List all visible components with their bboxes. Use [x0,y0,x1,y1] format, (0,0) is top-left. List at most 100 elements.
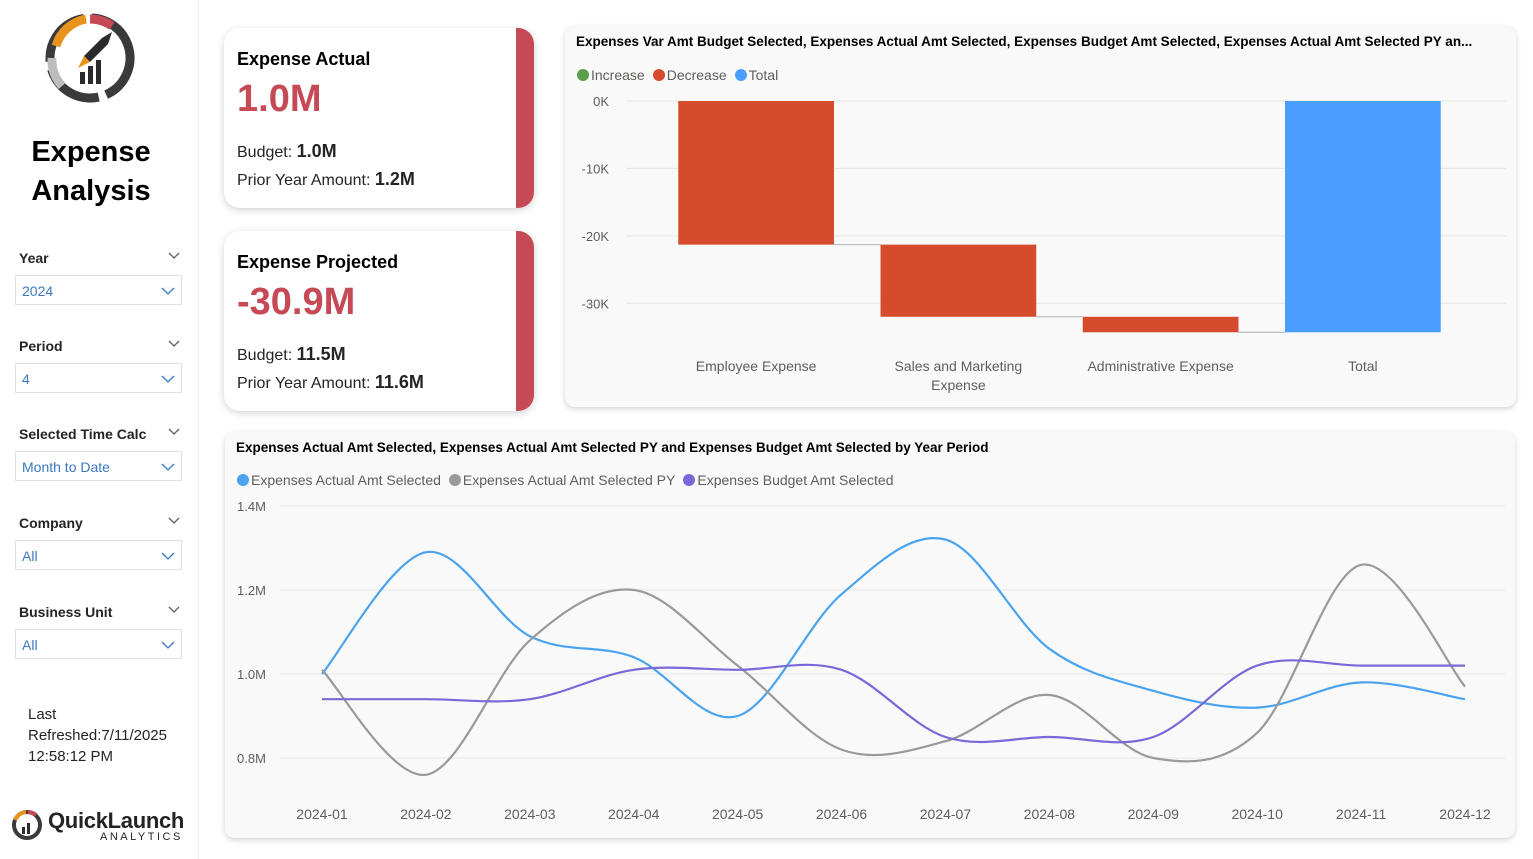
chevron-down-icon [161,641,175,649]
period-dropdown[interactable]: 4 [15,363,182,393]
legend-item[interactable]: Increase [577,67,645,83]
y-tick-label: 1.0M [237,667,266,682]
legend-label: Expenses Actual Amt Selected [251,472,441,488]
x-tick-label: Sales and Marketing Expense [895,358,1023,393]
slicer-label-company: Company [19,515,83,531]
page-title-line1: Expense [31,136,151,168]
x-tick-label: Administrative Expense [1087,358,1234,374]
kpi-expense-actual: Expense Actual 1.0M Budget: 1.0M Prior Y… [224,28,534,208]
legend-item[interactable]: Expenses Actual Amt Selected PY [448,472,676,488]
kpi-prior-year: Prior Year Amount: 11.6M [237,372,424,393]
kpi-accent-bar [516,28,534,208]
legend-label: Decrease [666,67,727,83]
kpi-budget-value: 11.5M [296,344,346,364]
x-tick-label: 2024-09 [1128,806,1180,822]
slicer-label-business-unit: Business Unit [19,604,113,620]
chevron-down-icon [161,375,175,383]
kpi-budget: Budget: 11.5M [237,344,346,365]
legend-label: Total [748,67,779,83]
waterfall-bar [678,101,834,245]
legend-item[interactable]: Total [734,67,779,83]
legend-dot [734,69,747,81]
last-refreshed: Last Refreshed:7/11/2025 12:58:12 PM [28,704,188,767]
brand-name: QuickLaunch [48,808,185,833]
series-line [322,659,1465,744]
legend-label: Expenses Budget Amt Selected [697,472,894,488]
legend-label: Increase [591,67,645,83]
company-value: All [22,548,38,564]
waterfall-bar [1285,101,1441,333]
y-tick-label: 0K [593,94,609,109]
kpi-prior-year: Prior Year Amount: 1.2M [237,169,415,190]
x-tick-label: Employee Expense [696,358,817,374]
y-tick-label: -30K [582,296,610,311]
chevron-down-icon [161,287,175,295]
brand-sub: ANALYTICS [100,831,183,843]
kpi-budget-label: Budget: [237,144,293,161]
chevron-down-icon[interactable] [167,602,181,616]
kpi-value: 1.0M [237,78,322,120]
waterfall-bar [1082,316,1239,333]
slicer-label-year: Year [19,250,49,266]
x-tick-label: 2024-01 [296,806,348,822]
legend-item[interactable]: Expenses Budget Amt Selected [683,472,893,488]
page-title: Expense Analysis [0,133,182,211]
chevron-down-icon[interactable] [167,248,181,262]
brand-logo: QuickLaunch ANALYTICS [10,806,190,846]
sidebar: Expense Analysis Year 2024 Period 4 Sele… [0,0,199,859]
legend-item[interactable]: Expenses Actual Amt Selected [237,472,441,488]
last-refreshed-line3: 12:58:12 PM [28,748,114,765]
waterfall-chart: 0K -10K -20K -30K Employee Expense Sales and … [582,94,1506,393]
kpi-title: Expense Actual [237,49,371,69]
period-value: 4 [22,371,30,387]
x-tick-label: 2024-12 [1439,806,1491,822]
legend-dot [237,474,249,486]
chart-legend: Increase Decrease Total [577,67,778,83]
kpi-prior-label: Prior Year Amount: [237,375,371,392]
kpi-budget: Budget: 1.0M [237,141,337,162]
x-tick-label: 2024-03 [504,806,556,822]
last-refreshed-line2: Refreshed:7/11/2025 [28,727,167,744]
waterfall-bar [880,244,1037,317]
company-dropdown[interactable]: All [15,540,182,570]
business-unit-dropdown[interactable]: All [15,629,182,659]
kpi-prior-label: Prior Year Amount: [237,172,371,189]
chevron-down-icon[interactable] [167,424,181,438]
y-tick-label: -10K [582,161,610,176]
business-unit-value: All [22,637,38,653]
line-chart-card[interactable]: Expenses Actual Amt Selected, Expenses A… [225,432,1515,838]
kpi-accent-bar [516,231,534,411]
chevron-down-icon[interactable] [167,513,181,527]
legend-item[interactable]: Decrease [652,67,727,83]
chevron-down-icon [161,463,175,471]
x-tick-label: 2024-06 [816,806,868,822]
chart-title: Expenses Actual Amt Selected, Expenses A… [236,440,989,455]
kpi-prior-value: 11.6M [374,372,424,392]
y-tick-label: 1.2M [237,583,266,598]
series-line [321,537,1466,719]
chevron-down-icon[interactable] [167,336,181,350]
y-tick-label: 0.8M [237,751,266,766]
chart-title: Expenses Var Amt Budget Selected, Expens… [576,34,1473,49]
kpi-title: Expense Projected [237,252,399,272]
slicer-label-period: Period [19,338,63,354]
x-tick-label: 2024-05 [712,806,764,822]
slicer-label-time-calc: Selected Time Calc [19,426,147,442]
chevron-down-icon [161,552,175,560]
line-chart: 1.4M 1.2M 1.0M 0.8M 2024-01 2024-02 2024-03 202… [237,499,1505,822]
series-line [321,563,1466,776]
brand-logo-icon [12,810,42,840]
kpi-budget-value: 1.0M [296,141,337,161]
kpi-expense-projected: Expense Projected -30.9M Budget: 11.5M P… [224,231,534,411]
last-refreshed-line1: Last [28,706,57,723]
year-dropdown[interactable]: 2024 [15,275,182,305]
legend-label: Expenses Actual Amt Selected PY [462,472,676,488]
page-title-line2: Analysis [31,175,151,207]
time-calc-dropdown[interactable]: Month to Date [15,451,182,481]
y-tick-label: 1.4M [237,499,266,514]
legend-dot [448,474,461,486]
x-tick-label: 2024-02 [400,806,452,822]
y-tick-label: -20K [582,229,610,244]
x-tick-label: 2024-10 [1231,806,1283,822]
waterfall-chart-card[interactable]: Expenses Var Amt Budget Selected, Expens… [565,26,1516,407]
